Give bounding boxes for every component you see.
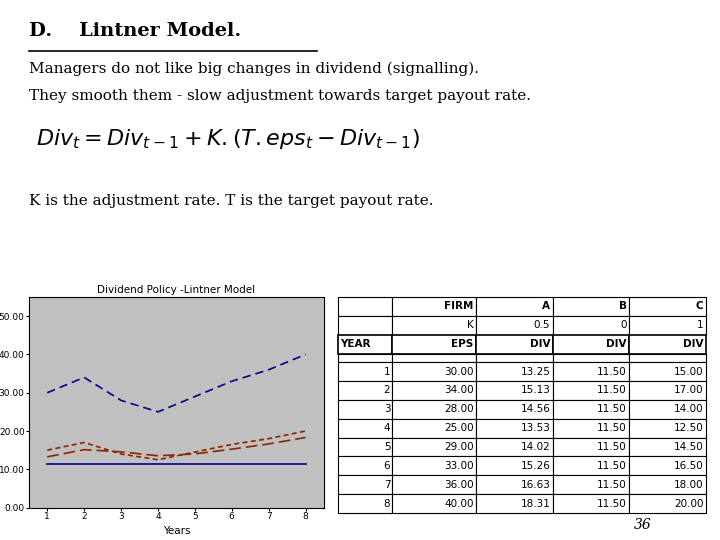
Text: They smooth them - slow adjustment towards target payout rate.: They smooth them - slow adjustment towar…: [29, 89, 531, 103]
Title: Dividend Policy -Lintner Model: Dividend Policy -Lintner Model: [97, 285, 256, 295]
Text: $\it{Div_t = Div_{t-1} + K.(T.eps_t - Div_{t-1})}$: $\it{Div_t = Div_{t-1} + K.(T.eps_t - Di…: [36, 127, 420, 151]
Text: K is the adjustment rate. T is the target payout rate.: K is the adjustment rate. T is the targe…: [29, 194, 433, 208]
Text: Managers do not like big changes in dividend (signalling).: Managers do not like big changes in divi…: [29, 62, 479, 77]
X-axis label: Years: Years: [163, 526, 190, 536]
Text: D.    Lintner Model.: D. Lintner Model.: [29, 22, 241, 39]
Text: 36: 36: [634, 518, 652, 532]
